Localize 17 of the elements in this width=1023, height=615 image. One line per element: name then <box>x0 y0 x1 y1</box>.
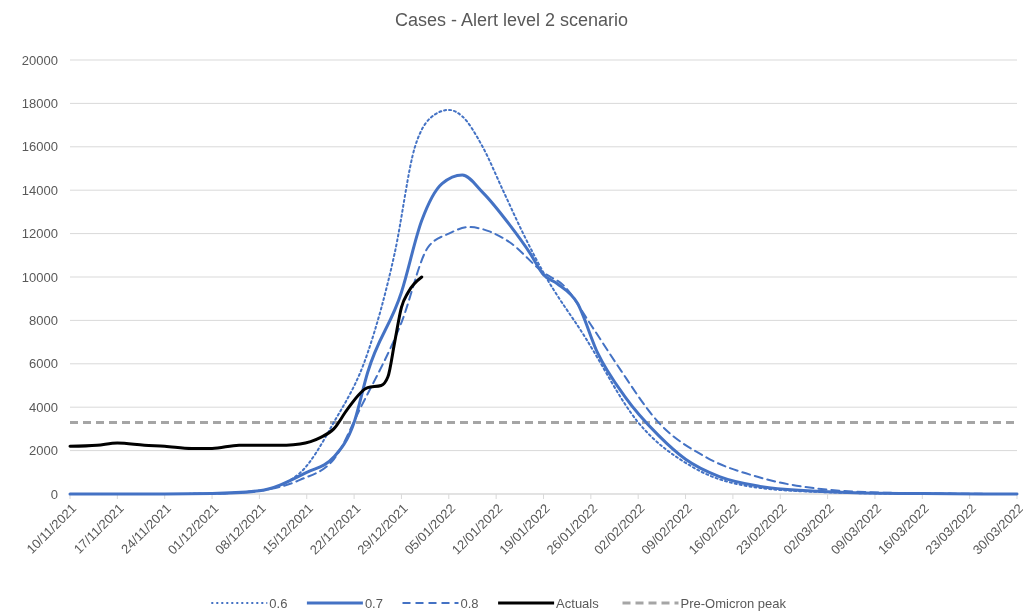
y-tick-label: 6000 <box>29 356 58 372</box>
chart-title: Cases - Alert level 2 scenario <box>394 10 629 30</box>
legend-label: Actuals <box>556 595 600 611</box>
y-tick-label: 2000 <box>29 443 58 459</box>
legend-label: Pre-Omicron peak <box>680 595 787 611</box>
y-tick-label: 4000 <box>29 399 58 415</box>
legend-label: 0.8 <box>460 595 479 611</box>
legend-label: 0.7 <box>364 595 383 611</box>
legend-label: 0.6 <box>269 595 288 611</box>
y-tick-label: 20000 <box>21 52 58 68</box>
y-tick-label: 14000 <box>21 182 58 198</box>
y-tick-label: 10000 <box>21 269 58 285</box>
y-tick-label: 8000 <box>29 312 58 328</box>
y-tick-label: 0 <box>50 486 58 502</box>
y-tick-label: 12000 <box>21 226 58 242</box>
y-tick-label: 18000 <box>21 95 58 111</box>
y-tick-label: 16000 <box>21 139 58 155</box>
